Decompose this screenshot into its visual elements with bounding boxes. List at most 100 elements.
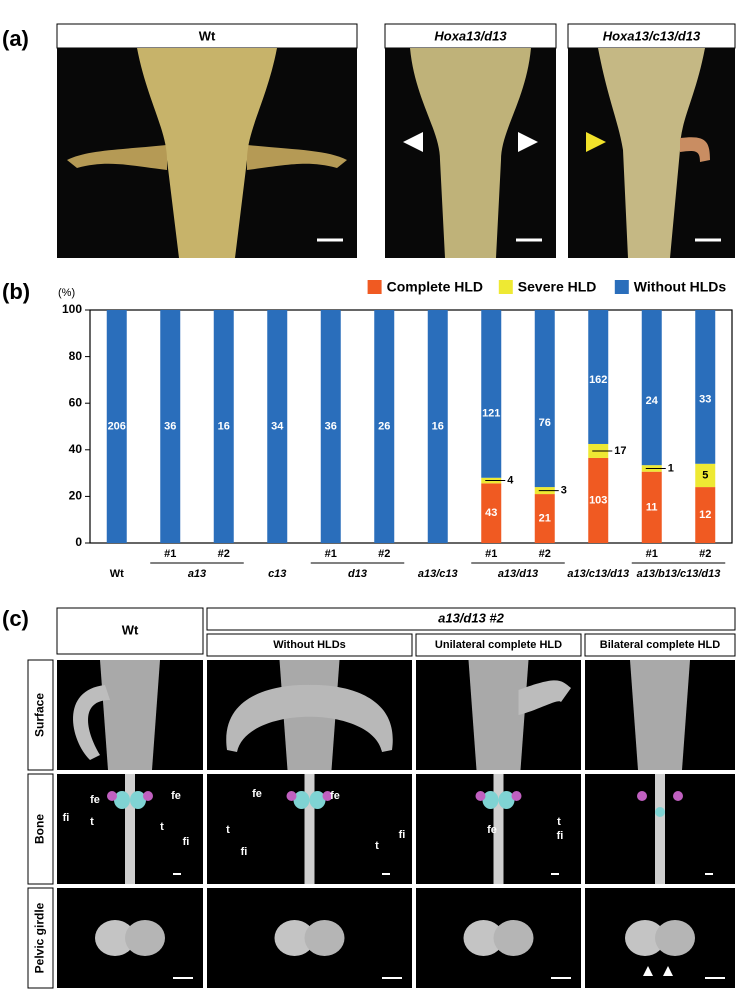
panel-label: (c) <box>2 606 29 631</box>
ilium <box>498 791 515 809</box>
bar-segment <box>106 310 127 543</box>
group-label: d13 <box>348 568 367 580</box>
pelvis <box>463 920 504 956</box>
bone-label: fe <box>90 794 100 806</box>
body <box>137 48 277 258</box>
ischium <box>286 791 297 801</box>
count-label: 1 <box>668 462 674 474</box>
bone-label: fe <box>487 824 497 836</box>
bone-label: t <box>90 816 94 828</box>
bar-segment <box>588 457 609 543</box>
count-label: 24 <box>646 395 659 407</box>
pelvis <box>625 920 665 956</box>
x-tick-label: Wt <box>110 568 124 580</box>
count-label: 206 <box>108 420 126 432</box>
bar-segment <box>267 310 288 543</box>
ischium <box>107 791 117 801</box>
bar-segment <box>534 494 555 543</box>
bar-segment <box>481 310 502 478</box>
header-box <box>56 607 204 655</box>
bar-segment <box>641 471 662 543</box>
count-label: 3 <box>561 484 567 496</box>
ilium <box>655 807 665 817</box>
surface-limb <box>518 680 571 715</box>
ischium <box>143 791 153 801</box>
x-tick-label: a13/c13 <box>418 568 458 580</box>
legend-swatch <box>614 280 629 294</box>
body <box>410 48 531 258</box>
photo-header: Wt <box>199 28 216 43</box>
ischium <box>673 791 683 801</box>
header-box <box>567 23 736 49</box>
arrowhead <box>403 132 423 152</box>
ilium <box>309 791 326 809</box>
row-label-box <box>27 887 54 989</box>
bone-label: fi <box>557 830 564 842</box>
surface-body <box>468 660 529 770</box>
x-tick-label: #2 <box>539 548 551 560</box>
row-label: Surface <box>33 693 47 737</box>
body <box>598 48 705 258</box>
panel-label: (a) <box>2 26 29 51</box>
bar-segment <box>374 310 395 543</box>
ilium <box>114 791 130 809</box>
bone-label: t <box>557 816 561 828</box>
group-header: a13/d13 #2 <box>438 610 505 625</box>
legend-label: Complete HLD <box>387 279 483 295</box>
bar-segment <box>534 310 555 488</box>
arrowhead <box>518 132 538 152</box>
group-label: a13/d13 <box>498 568 538 580</box>
bar-segment <box>695 487 716 543</box>
count-label: 4 <box>507 474 514 486</box>
bar-segment <box>695 310 716 464</box>
count-label: 12 <box>699 509 711 521</box>
bar-segment <box>481 483 502 543</box>
arrowhead <box>643 966 653 976</box>
ischium <box>322 791 333 801</box>
ischium <box>475 791 486 801</box>
legend-swatch <box>367 280 382 294</box>
count-label: 43 <box>485 507 497 519</box>
sub-header: Bilateral complete HLD <box>600 639 720 651</box>
y-tick-label: 80 <box>69 349 83 363</box>
legend-label: Without HLDs <box>634 279 727 295</box>
bone-label: fe <box>171 790 181 802</box>
x-tick-label: #2 <box>378 548 390 560</box>
bar-segment <box>588 310 609 444</box>
bone-label: fi <box>241 846 248 858</box>
pelvis <box>125 920 165 956</box>
count-label: 5 <box>702 469 708 481</box>
row-label: Pelvic girdle <box>33 902 47 973</box>
header-box <box>206 633 413 657</box>
row-label: Bone <box>33 814 47 844</box>
column-header: Wt <box>122 622 139 637</box>
bone-label: fe <box>252 788 262 800</box>
legend-label: Severe HLD <box>518 279 597 295</box>
bone-label: fi <box>399 829 406 841</box>
y-tick-label: 0 <box>75 535 82 549</box>
surface-limb <box>226 684 393 752</box>
y-axis-label: (%) <box>58 287 75 299</box>
group-label: a13 <box>188 568 206 580</box>
count-label: 16 <box>218 420 230 432</box>
count-label: 33 <box>699 394 711 406</box>
x-tick-label: a13/c13/d13 <box>567 568 629 580</box>
bone-label: t <box>375 840 379 852</box>
limb <box>247 145 347 170</box>
bar-segment <box>695 463 716 488</box>
pelvis <box>655 920 695 956</box>
bar-segment <box>160 310 181 543</box>
ilium <box>293 791 310 809</box>
group-label: a13/b13/c13/d13 <box>637 568 721 580</box>
spine <box>125 774 135 884</box>
legend-swatch <box>498 280 513 294</box>
header-box <box>415 633 582 657</box>
ilium <box>130 791 146 809</box>
bar-segment <box>320 310 341 543</box>
ischium <box>637 791 647 801</box>
count-label: 36 <box>164 420 176 432</box>
count-label: 162 <box>589 374 607 386</box>
arrowhead <box>663 966 673 976</box>
panel-label: (b) <box>2 279 30 304</box>
